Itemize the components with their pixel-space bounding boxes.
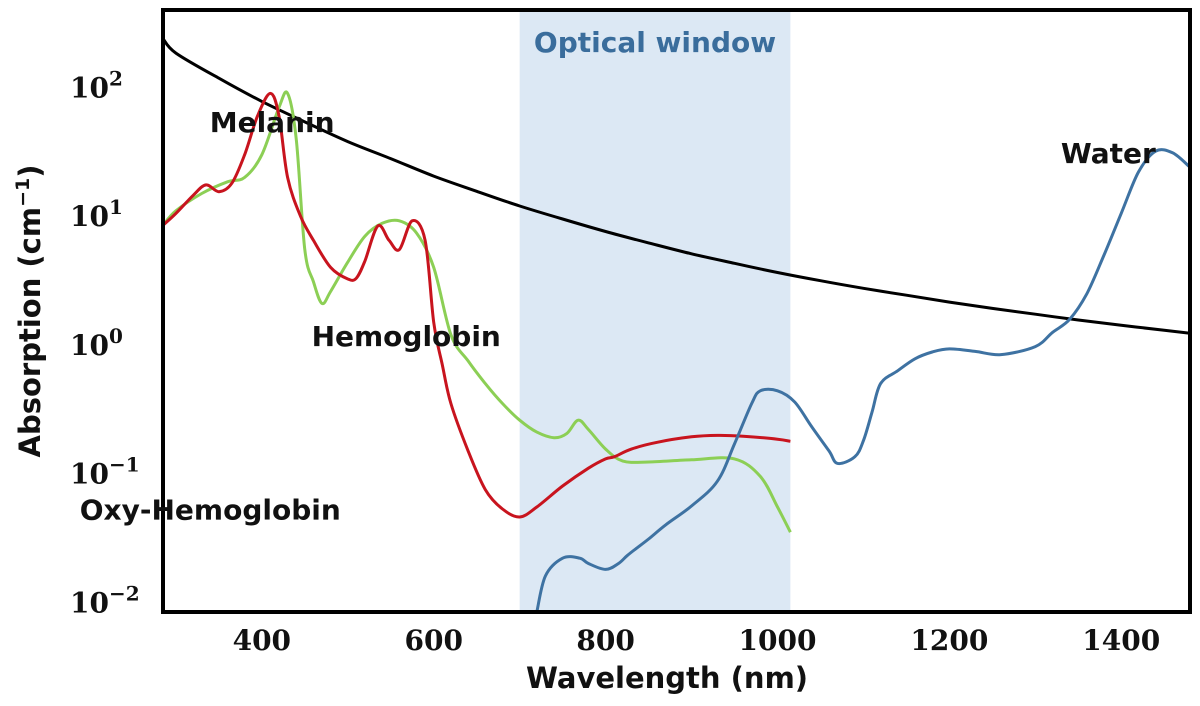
water-label: Water <box>1061 137 1156 170</box>
optical-window-label: Optical window <box>534 26 776 59</box>
annotation-group: Melanin Hemoglobin Oxy-Hemoglobin Water <box>80 106 1156 526</box>
x-axis-ticks: 400 600 800 1000 1200 1400 <box>233 624 1161 657</box>
oxy-hemoglobin-label: Oxy-Hemoglobin <box>80 493 341 526</box>
oxy-hemoglobin-line <box>163 91 791 519</box>
optical-window-region <box>519 10 791 612</box>
y-tick-label: 100 <box>70 324 123 362</box>
series-group <box>163 37 1190 612</box>
x-axis-title: Wavelength (nm) <box>526 661 808 695</box>
y-tick-label: 102 <box>70 66 123 104</box>
melanin-label: Melanin <box>210 106 335 139</box>
hemoglobin-line <box>163 90 792 533</box>
y-tick-label: 10−1 <box>70 453 140 491</box>
melanin-line <box>163 37 1190 335</box>
x-tick-label: 800 <box>576 624 634 657</box>
y-tick-label: 10−2 <box>70 581 140 619</box>
y-axis-title: Absorption (cm−1) <box>12 165 47 458</box>
y-axis-title-superscript: −1 <box>12 178 34 207</box>
y-axis-ticks: 10−2 10−1 100 101 102 <box>70 66 140 619</box>
x-tick-label: 400 <box>233 624 291 657</box>
y-tick-label: 101 <box>70 195 123 233</box>
y-axis-title-main: Absorption (cm <box>13 207 47 458</box>
plot-frame <box>161 8 1192 614</box>
x-tick-label: 1000 <box>739 624 817 657</box>
x-tick-label: 1200 <box>910 624 988 657</box>
y-axis-title-end: ) <box>13 165 47 178</box>
x-tick-label: 600 <box>404 624 462 657</box>
water-line <box>535 148 1190 612</box>
x-tick-label: 1400 <box>1082 624 1160 657</box>
hemoglobin-label: Hemoglobin <box>312 320 501 353</box>
